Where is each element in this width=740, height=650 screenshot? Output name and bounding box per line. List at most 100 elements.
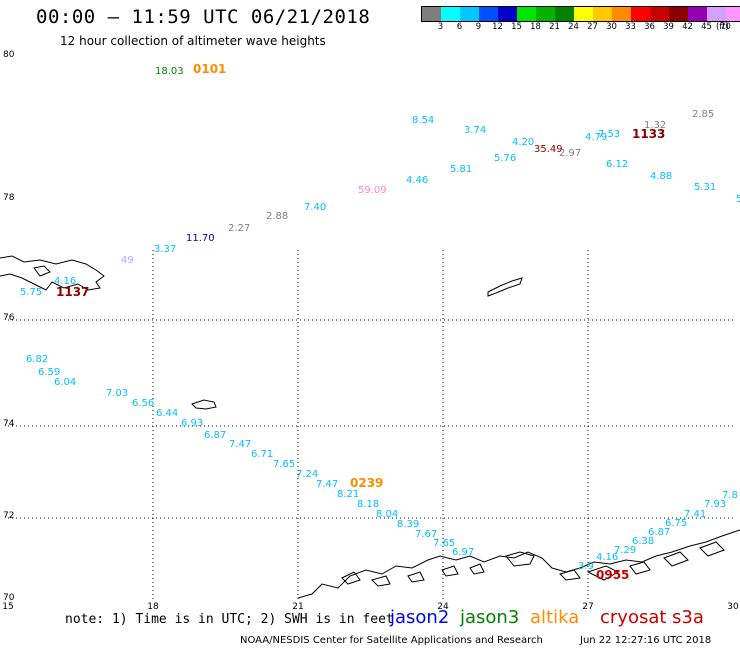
sat-altika: altika: [530, 607, 580, 628]
wave-height-label: 49: [121, 255, 134, 266]
wave-height-label: 4.88: [650, 171, 672, 182]
wave-height-label: 3.37: [154, 244, 176, 255]
wave-height-label: 6.59: [38, 367, 60, 378]
legend-tick-label: 3: [437, 22, 444, 32]
wave-height-label: 7.65: [433, 538, 455, 549]
map-subtitle: 12 hour collection of altimeter wave hei…: [60, 34, 326, 48]
legend-swatch: [479, 7, 498, 21]
wave-height-label: 7.03: [106, 388, 128, 399]
wave-height-label: 4.79: [585, 132, 607, 143]
wave-height-label: 7.40: [304, 202, 326, 213]
legend-tick-label: 33: [625, 22, 636, 32]
wave-height-label: 7.41: [684, 509, 706, 520]
wave-height-label: 2.85: [692, 109, 714, 120]
longitude-label: 18: [147, 602, 159, 612]
legend-swatch: [688, 7, 707, 21]
wave-height-label: 8.54: [412, 115, 434, 126]
wave-height-label: 4.46: [406, 175, 428, 186]
sat-cryosat: cryosat: [600, 607, 667, 628]
wave-height-label: 7.67: [415, 529, 437, 540]
wave-height-label: 8.18: [357, 499, 379, 510]
legend-swatch: [631, 7, 650, 21]
legend-tick-label: 24: [568, 22, 579, 32]
legend-tick-label: 36: [644, 22, 655, 32]
wave-height-label: 4.16: [54, 276, 76, 287]
wave-height-label: 0955: [596, 568, 629, 582]
legend-tick-label: 9: [475, 22, 482, 32]
legend-tick-label: 39: [663, 22, 674, 32]
map-title: 00:00 – 11:59 UTC 06/21/2018: [36, 6, 371, 28]
wave-height-label: 11.70: [186, 233, 215, 244]
legend-tick-label: 70: [720, 22, 731, 32]
legend-swatch: [669, 7, 688, 21]
wave-height-label: 7.29: [614, 545, 636, 556]
longitude-label: 24: [437, 602, 449, 612]
wave-height-label: 7.8: [722, 490, 738, 501]
legend-tick-label: 30: [606, 22, 617, 32]
wave-height-label: 6.38: [632, 536, 654, 547]
wave-height-label: 7.47: [229, 439, 251, 450]
sat-jason3: jason3: [460, 607, 520, 628]
wave-height-label: 6.82: [26, 354, 48, 365]
wave-height-label: 1133: [632, 127, 665, 141]
longitude-label: 27: [582, 602, 593, 612]
wave-height-label: 2.27: [228, 223, 250, 234]
latitude-label: 80: [3, 50, 15, 60]
wave-height-label: 5.76: [494, 153, 516, 164]
wave-height-label: 4.16: [596, 552, 618, 563]
legend-tick-label: 15: [511, 22, 522, 32]
footnote: note: 1) Time is in UTC; 2) SWH is in fe…: [65, 612, 394, 627]
wave-height-label: 6.71: [251, 449, 273, 460]
graticule: [8, 250, 733, 600]
wave-height-label: 6.87: [204, 430, 226, 441]
latitude-label: 78: [3, 193, 15, 203]
latitude-label: 74: [3, 419, 15, 429]
coastline: [0, 255, 740, 599]
legend-swatch: [460, 7, 479, 21]
longitude-label: 15: [2, 602, 13, 612]
wave-height-label: 6.04: [54, 377, 76, 388]
wave-height-label: 5.31: [694, 182, 716, 193]
legend-tick-label: 6: [456, 22, 463, 32]
legend-tick-label: 12: [492, 22, 503, 32]
wave-height-label: 2.97: [559, 148, 581, 159]
sat-jason2: jason2: [390, 607, 450, 628]
wave-height-label: 7.47: [316, 479, 338, 490]
wave-height-label: 6.44: [156, 408, 178, 419]
wave-height-label: 3.74: [464, 125, 486, 136]
legend-swatch: [517, 7, 536, 21]
legend-swatch: [498, 7, 517, 21]
wave-height-label: 6.93: [181, 418, 203, 429]
wave-height-label: 8.21: [337, 489, 359, 500]
legend-swatch: [593, 7, 612, 21]
longitude-label: 30: [727, 602, 739, 612]
wave-height-label: 7.53: [598, 129, 620, 140]
wave-height-label: 3.9: [578, 561, 594, 572]
wave-height-label: 0101: [193, 62, 226, 76]
legend-swatch: [707, 7, 726, 21]
wave-height-label: 6.97: [452, 547, 474, 558]
legend-swatch: [574, 7, 593, 21]
legend-swatch: [536, 7, 555, 21]
sat-s3a: s3a: [672, 607, 704, 628]
legend-unit: (ft): [716, 22, 729, 32]
wave-height-label: 5.81: [450, 164, 472, 175]
longitude-label: 21: [292, 602, 303, 612]
wave-height-label: 2.88: [266, 211, 288, 222]
wave-height-label: 6.87: [648, 527, 670, 538]
latitude-label: 70: [3, 593, 15, 603]
wave-height-label: 8.39: [397, 519, 419, 530]
legend-swatch: [726, 7, 740, 21]
wave-height-label: 7.24: [296, 469, 318, 480]
wave-height-label: 7.93: [704, 499, 726, 510]
legend-tick-label: 45: [701, 22, 712, 32]
legend-swatch: [650, 7, 669, 21]
wave-height-label: 7.65: [273, 459, 295, 470]
wave-height-label: 5.75: [20, 287, 42, 298]
legend-tick-label: 18: [530, 22, 541, 32]
legend-swatch: [555, 7, 574, 21]
wave-height-label: 6.75: [665, 518, 687, 529]
